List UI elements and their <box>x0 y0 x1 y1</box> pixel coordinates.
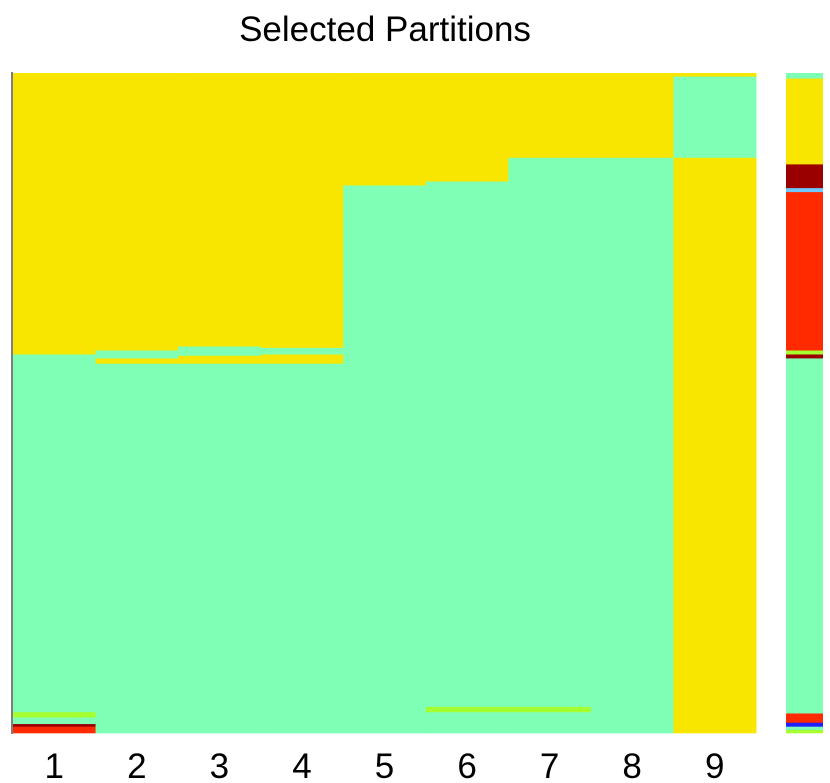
heatmap-cell-col6-seg2 <box>425 181 509 707</box>
heatmap-cell-col4-seg2 <box>260 347 344 355</box>
main-heatmap-cells <box>13 73 757 734</box>
heatmap-cell-col6-seg1 <box>425 706 509 713</box>
heatmap-cell-col2-seg1 <box>95 358 179 364</box>
side-bar-cell-11 <box>786 73 823 79</box>
side-bar-cell-0 <box>786 729 823 734</box>
heatmap-cell-col3-seg0 <box>178 363 262 734</box>
heatmap-cell-col3-seg1 <box>178 355 262 364</box>
heatmap-cell-col1-seg3 <box>13 711 97 718</box>
x-tick-label-8: 8 <box>622 747 641 783</box>
side-bar-cell-9 <box>786 164 823 189</box>
heatmap-cell-col1-seg0 <box>13 726 97 734</box>
x-tick-label-6: 6 <box>457 747 476 783</box>
chart-title: Selected Partitions <box>239 10 531 49</box>
heatmap-cell-col8-seg0 <box>590 157 674 734</box>
heatmap-cell-col1-seg1 <box>13 723 97 727</box>
heatmap-cell-col3-seg3 <box>178 73 262 347</box>
heatmap-cell-col7-seg0 <box>508 711 592 734</box>
heatmap-cell-col2-seg3 <box>95 73 179 351</box>
heatmap-cell-col4-seg1 <box>260 354 344 364</box>
heatmap-cell-col4-seg0 <box>260 363 344 734</box>
heatmap-cell-col4-seg3 <box>260 73 344 348</box>
x-tick-label-9: 9 <box>705 747 724 783</box>
heatmap-cell-col6-seg3 <box>425 73 509 182</box>
x-tick-label-1: 1 <box>45 747 64 783</box>
heatmap-cell-col3-seg2 <box>178 346 262 356</box>
side-bar-cell-3 <box>786 713 823 723</box>
heatmap-cell-col9-seg0 <box>673 157 757 734</box>
heatmap-cell-col1-seg2 <box>13 717 97 725</box>
heatmap-cell-col8-seg1 <box>590 73 674 158</box>
heatmap-cell-col9-seg1 <box>673 76 757 158</box>
side-bar-cell-4 <box>786 358 823 714</box>
x-tick-label-4: 4 <box>292 747 311 783</box>
side-bar-cell-5 <box>786 354 823 359</box>
x-axis-ticks: 1 2 3 4 5 6 7 8 9 <box>45 747 725 783</box>
side-bar-cell-10 <box>786 78 823 165</box>
heatmap-cell-col9-seg2 <box>673 73 757 77</box>
x-tick-label-5: 5 <box>375 747 394 783</box>
heatmap-cell-col7-seg1 <box>508 706 592 713</box>
heatmap-cell-col1-seg4 <box>13 354 97 713</box>
heatmap-cell-col5-seg1 <box>343 73 427 186</box>
heatmap-cell-col2-seg2 <box>95 350 179 359</box>
x-tick-label-3: 3 <box>210 747 229 783</box>
heatmap-cell-col7-seg3 <box>508 73 592 158</box>
side-bar-cell-7 <box>786 191 823 351</box>
heatmap-cell-col1-seg5 <box>13 73 97 355</box>
side-bar-cell-1 <box>786 726 823 730</box>
heatmap-cell-col6-seg0 <box>425 711 509 734</box>
heatmap-cell-col2-seg0 <box>95 363 179 734</box>
side-bar-cell-6 <box>786 350 823 355</box>
side-color-bar-cells <box>786 73 823 734</box>
heatmap-cell-col7-seg2 <box>508 157 592 707</box>
side-bar-cell-2 <box>786 722 823 727</box>
side-bar-cell-8 <box>786 187 823 193</box>
heatmap-cell-col5-seg0 <box>343 185 427 734</box>
x-tick-label-2: 2 <box>127 747 146 783</box>
x-tick-label-7: 7 <box>540 747 559 783</box>
